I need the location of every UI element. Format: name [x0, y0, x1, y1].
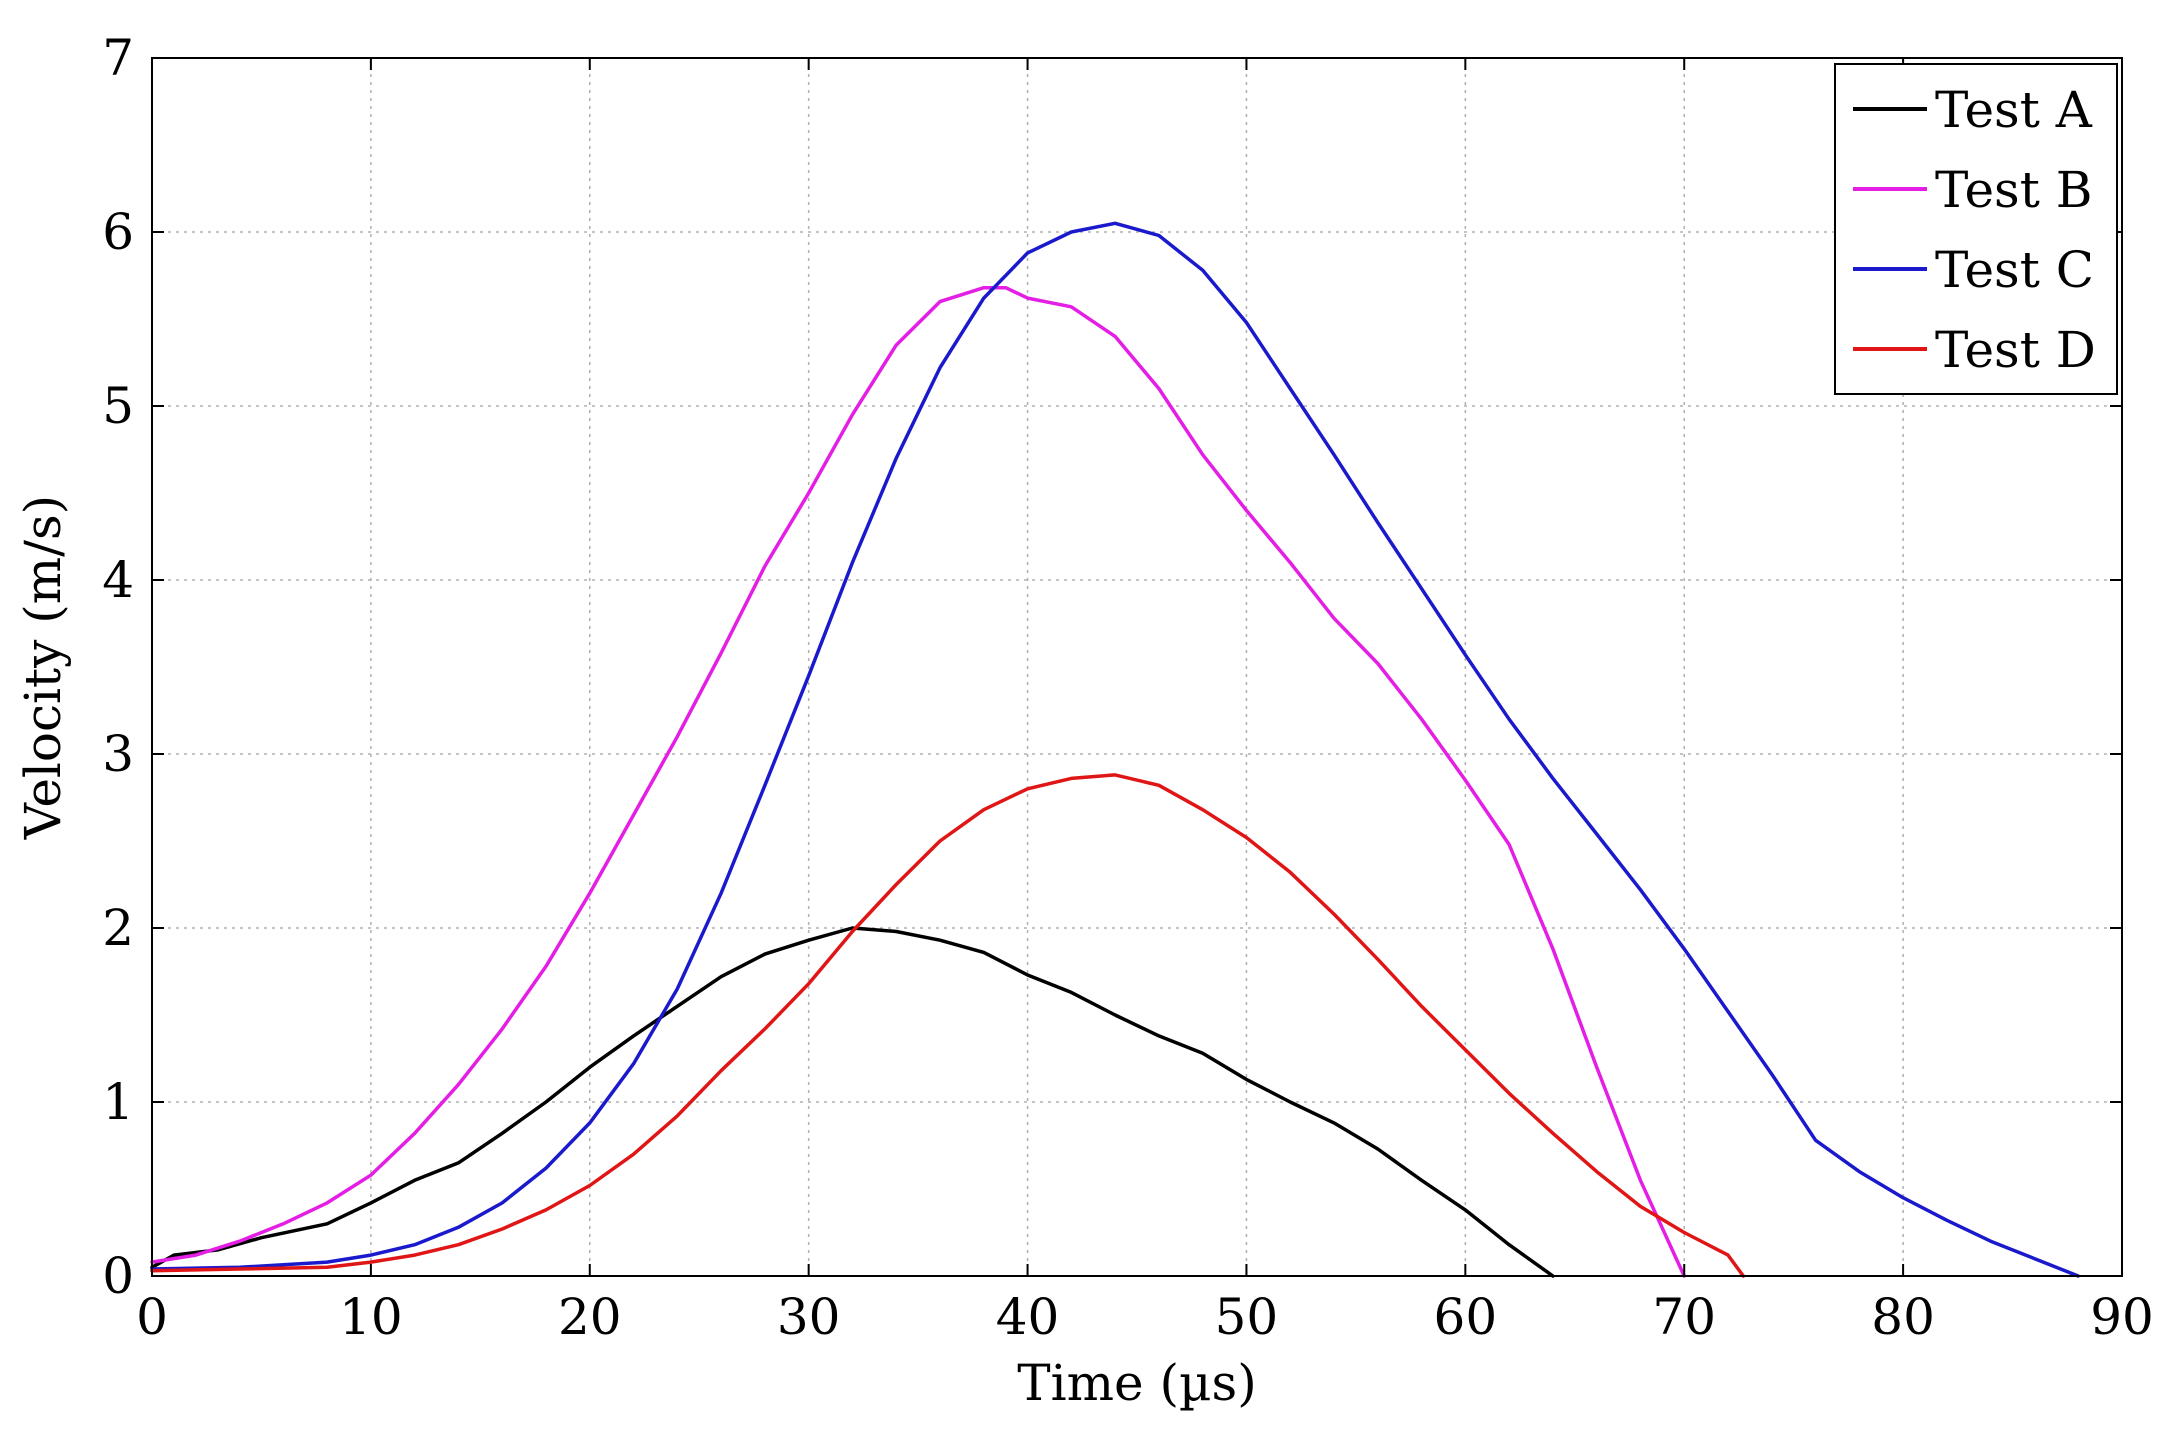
x-tick-label: 30 [777, 1288, 841, 1346]
y-tick-label: 3 [102, 725, 134, 783]
series-line-test-a [150, 926, 1555, 1278]
grid-lines [152, 58, 2122, 1276]
legend-label-test-d: Test D [1935, 321, 2096, 379]
x-tick-label: 50 [1215, 1288, 1279, 1346]
x-axis-label: Time (µs) [1017, 1354, 1256, 1412]
y-tick-label: 4 [102, 551, 134, 609]
y-tick-label: 0 [102, 1247, 134, 1305]
series-line-test-d [150, 773, 1746, 1278]
y-tick-label: 5 [102, 377, 134, 435]
y-tick-label: 7 [102, 29, 134, 87]
x-tick-label: 60 [1434, 1288, 1498, 1346]
series-lines [150, 221, 2080, 1278]
legend-box [1834, 63, 2118, 395]
x-tick-label: 10 [339, 1288, 403, 1346]
legend-label-test-a: Test A [1935, 81, 2093, 139]
x-tick-label: 70 [1652, 1288, 1716, 1346]
axis-ticks: 0 10 20 30 40 50 60 70 80 90 0 1 2 3 4 5 6 7 [102, 29, 2154, 1346]
y-tick-label: 2 [102, 899, 134, 957]
x-tick-label: 90 [2090, 1288, 2154, 1346]
series-line-test-b [150, 285, 1686, 1278]
plot-frame [151, 57, 2123, 1277]
x-tick-label: 80 [1871, 1288, 1935, 1346]
legend-label-test-b: Test B [1935, 161, 2092, 219]
x-tick-label: 40 [996, 1288, 1060, 1346]
legend-label-test-c: Test C [1935, 241, 2094, 299]
legend: Test A Test B Test C Test D [1834, 63, 2118, 395]
series-line-test-c [150, 221, 2080, 1278]
x-tick-label: 20 [558, 1288, 622, 1346]
y-axis-label: Velocity (m/s) [14, 495, 72, 840]
x-tick-label: 0 [136, 1288, 168, 1346]
y-tick-label: 1 [102, 1073, 134, 1131]
y-tick-label: 6 [102, 203, 134, 261]
plot-area [152, 58, 2122, 1276]
